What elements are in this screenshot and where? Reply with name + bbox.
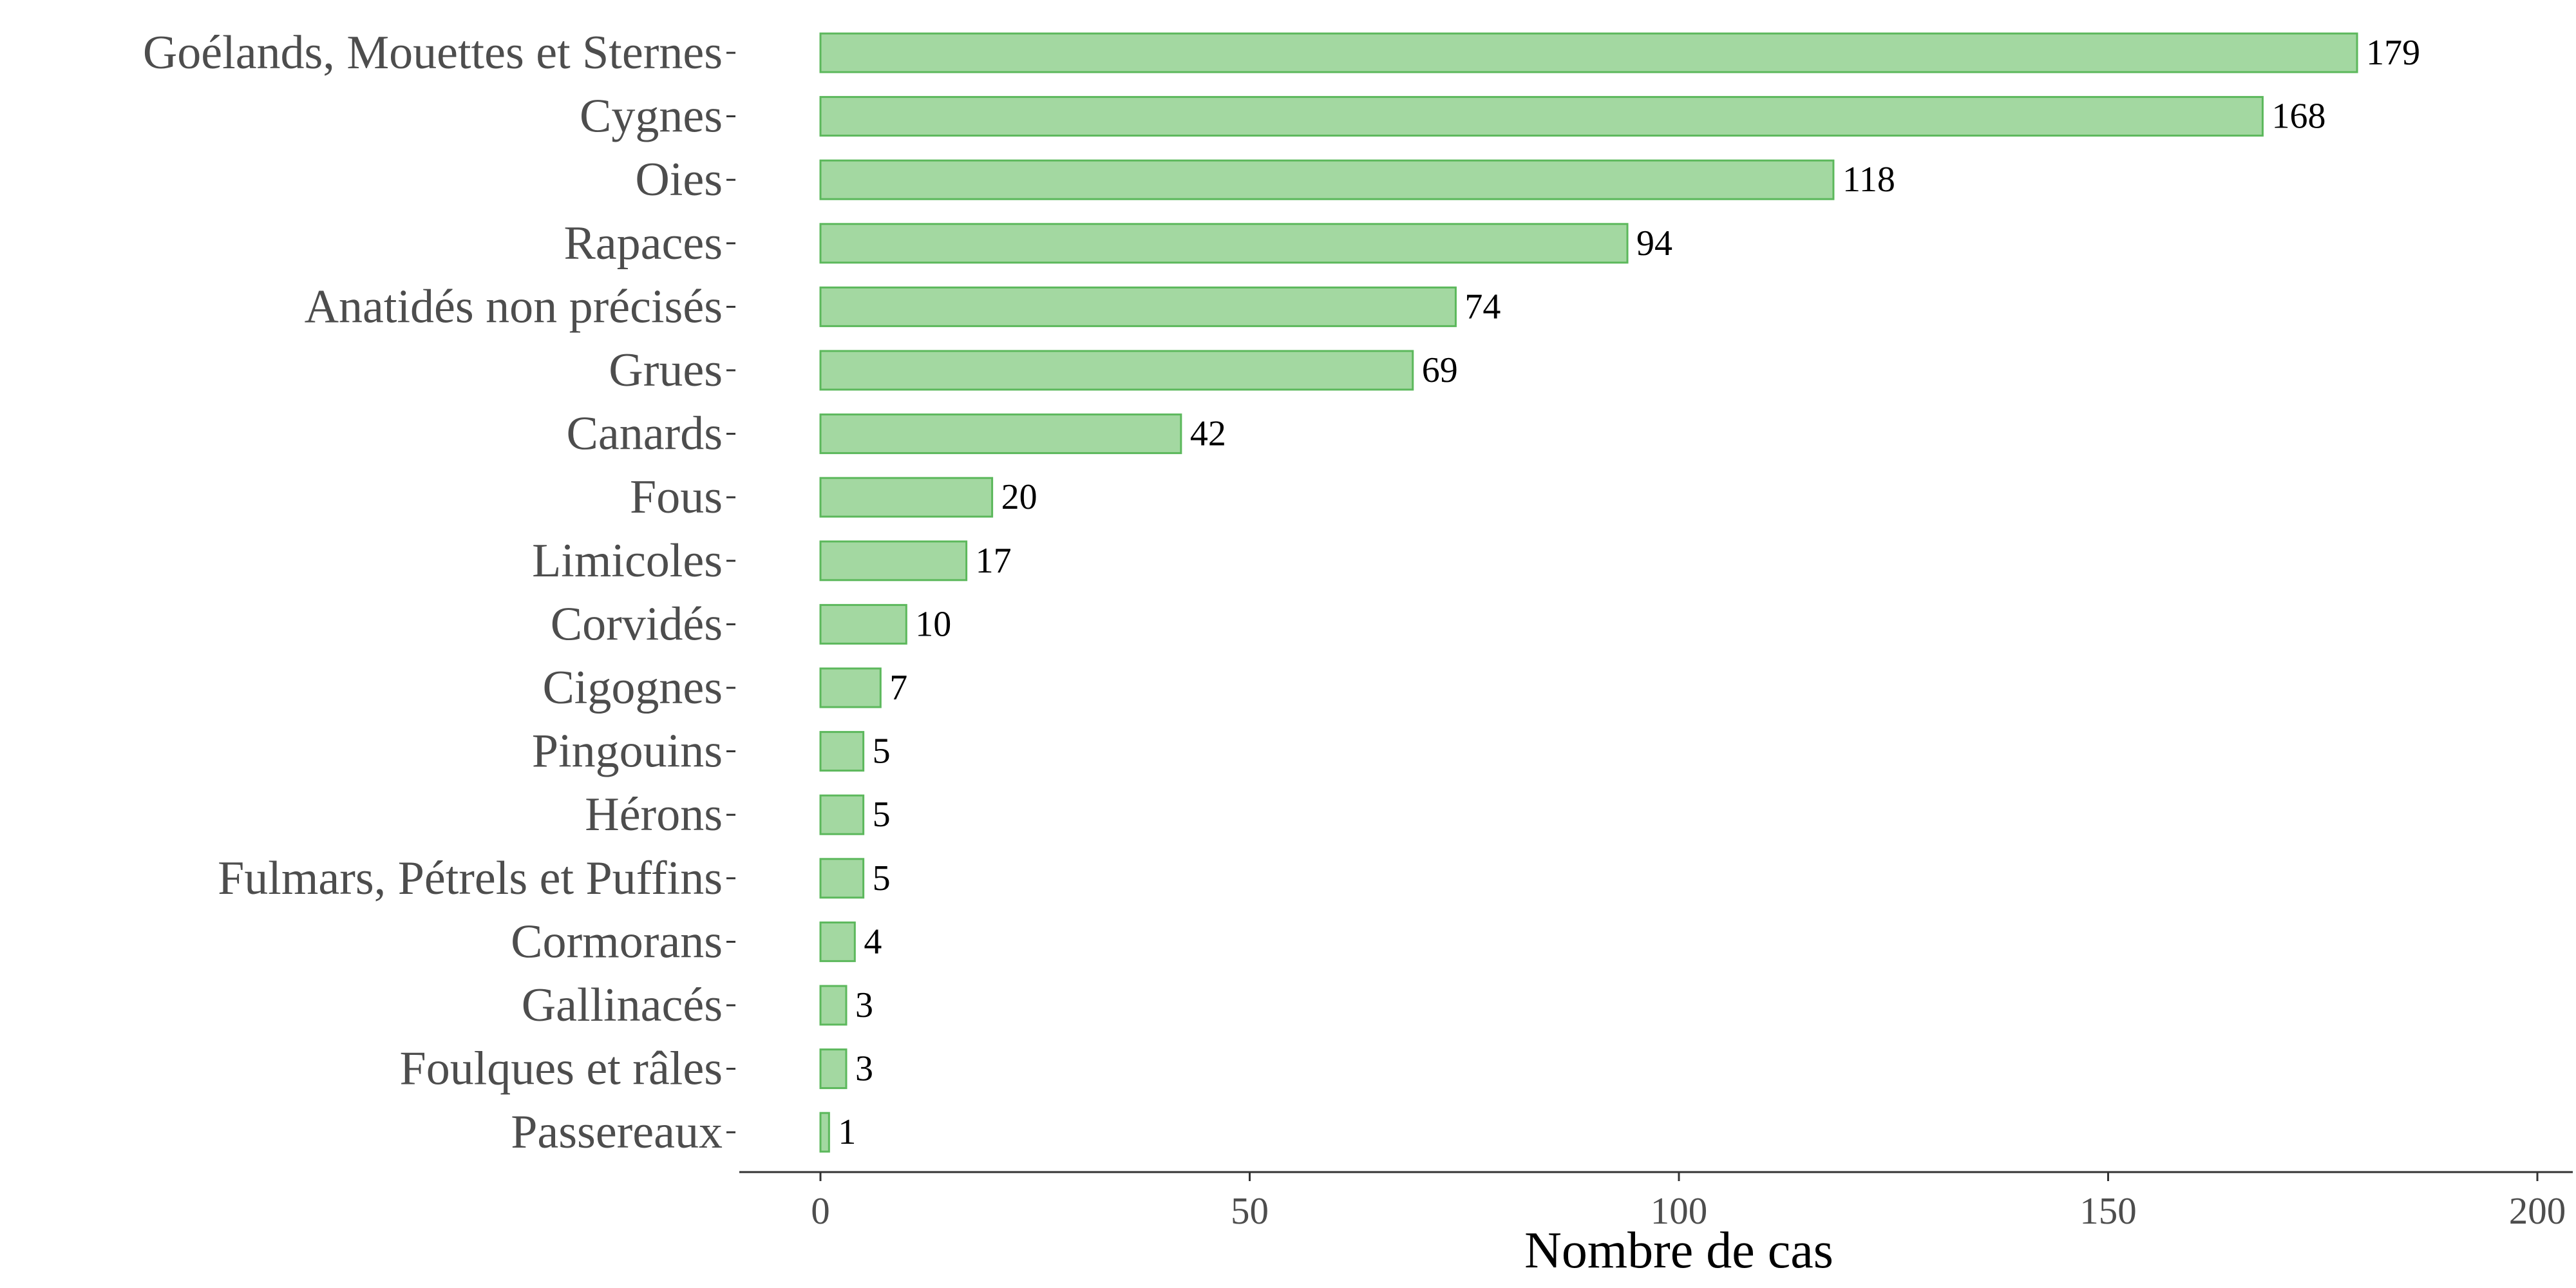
bar-value-label: 42 [1190, 414, 1226, 454]
bar [819, 350, 1414, 391]
bar [819, 858, 865, 899]
bar-value-label: 118 [1842, 160, 1895, 200]
bar [819, 1112, 830, 1153]
bar-value-label: 69 [1422, 350, 1458, 390]
bar [819, 159, 1835, 200]
category-label: Gallinacés [522, 979, 723, 1032]
category-label: Hérons [585, 788, 723, 841]
bar-value-label: 20 [1001, 477, 1037, 517]
bar [819, 286, 1457, 327]
bar-value-label: 17 [976, 541, 1012, 581]
x-tick-label: 100 [1651, 1189, 1708, 1232]
bar [819, 603, 907, 645]
category-label: Cygnes [580, 90, 723, 143]
category-label: Cormorans [511, 915, 723, 968]
bar-value-label: 179 [2366, 33, 2420, 73]
category-label: Grues [609, 344, 723, 397]
bar [819, 731, 865, 772]
bar-value-label: 3 [855, 985, 873, 1025]
bar [819, 413, 1182, 455]
category-label: Cigognes [542, 661, 723, 714]
bar [819, 921, 856, 962]
bar-value-label: 94 [1636, 223, 1672, 263]
category-label: Passereaux [511, 1106, 723, 1159]
bars-group [819, 32, 2358, 1153]
x-tick-label: 50 [1231, 1189, 1269, 1232]
bar-value-label: 10 [915, 604, 951, 644]
category-label: Goélands, Mouettes et Sternes [143, 26, 723, 79]
x-tick-label: 200 [2509, 1189, 2566, 1232]
bar-value-label: 5 [873, 858, 891, 898]
x-axis-title: Nombre de cas [1524, 1222, 1833, 1279]
category-label: Pingouins [532, 725, 723, 778]
category-label: Fulmars, Pétrels et Puffins [218, 852, 723, 905]
bar [819, 96, 2264, 137]
bar [819, 32, 2358, 73]
x-tick-label: 150 [2079, 1189, 2137, 1232]
bar-value-label: 3 [855, 1049, 873, 1089]
category-label: Corvidés [551, 598, 723, 650]
x-axis: 0 50 100 150 200 [739, 1171, 2573, 1232]
category-labels-group: Goélands, Mouettes et Sternes Cygnes Oies R… [143, 26, 735, 1159]
bar [819, 540, 968, 582]
category-label: Fous [630, 471, 723, 524]
category-label: Foulques et râles [400, 1043, 723, 1095]
bar [819, 985, 848, 1026]
bar-value-label: 4 [864, 922, 882, 961]
category-label: Limicoles [532, 535, 723, 587]
bar-value-label: 168 [2271, 97, 2325, 137]
bar-value-label: 7 [889, 668, 907, 708]
bar-value-label: 5 [873, 795, 891, 835]
bar [819, 477, 994, 518]
bar [819, 223, 1629, 264]
x-tick-label: 0 [811, 1189, 830, 1232]
category-label: Rapaces [564, 217, 723, 270]
bar-value-label: 74 [1464, 287, 1501, 327]
bar-value-label: 5 [873, 732, 891, 772]
category-label: Canards [567, 408, 723, 460]
category-label: Oies [635, 153, 723, 206]
bar [819, 1048, 848, 1090]
bar [819, 794, 865, 835]
bar-value-label: 1 [838, 1112, 856, 1152]
category-label: Anatidés non précisés [305, 280, 723, 333]
bar [819, 667, 882, 708]
